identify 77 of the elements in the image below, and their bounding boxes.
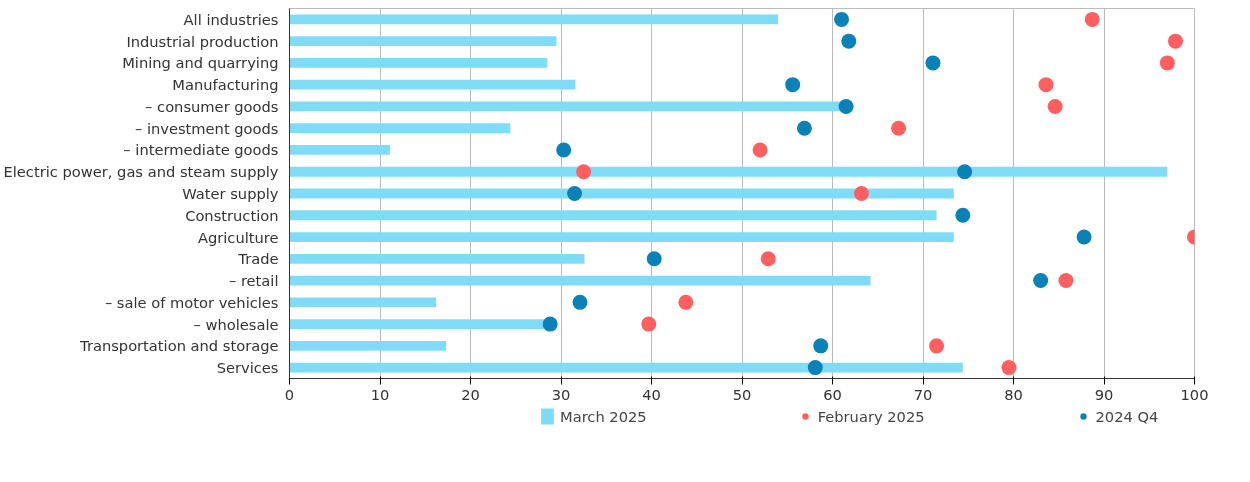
bar: [289, 232, 954, 242]
point: [841, 33, 857, 49]
bar: [289, 275, 871, 286]
point: [572, 294, 588, 310]
y-tick-label: Services: [216, 359, 279, 377]
x-tick-label: 90: [1094, 385, 1114, 403]
y-tick-label: Agriculture: [197, 228, 279, 246]
point: [576, 164, 592, 180]
point: [853, 186, 869, 201]
point: [955, 207, 971, 223]
y-tick-label: – retail: [228, 272, 279, 290]
point: [641, 316, 657, 332]
x-tick-label: 0: [284, 385, 295, 403]
x-tick-label: 80: [1004, 385, 1023, 403]
x-tick-label: 30: [551, 385, 571, 403]
y-tick-label: – sale of motor vehicles: [104, 293, 279, 311]
bar: [289, 340, 447, 351]
x-tick-label: 50: [732, 385, 752, 403]
bar: [289, 145, 390, 155]
point: [1047, 98, 1063, 114]
point: [834, 11, 850, 27]
x-tick-label: 40: [642, 385, 661, 403]
point: [796, 120, 812, 136]
y-tick-label: – investment goods: [134, 119, 279, 137]
x-tick-label: 60: [823, 385, 842, 403]
point: [1001, 360, 1017, 376]
point: [838, 98, 854, 114]
point: [957, 164, 973, 180]
bar: [289, 297, 437, 308]
bar: [289, 362, 963, 373]
x-tick-label: 10: [370, 385, 390, 403]
point: [556, 142, 572, 158]
bar: [289, 253, 585, 264]
y-tick-label: – intermediate goods: [123, 141, 279, 159]
point: [1076, 229, 1092, 245]
bar: [289, 14, 779, 25]
y-tick-label: Electric power, gas and steam supply: [3, 163, 279, 181]
y-tick-label: – consumer goods: [145, 97, 279, 115]
y-tick-label: Construction: [185, 206, 279, 224]
point: [542, 316, 558, 332]
y-tick-label: Water supply: [182, 185, 279, 202]
y-tick-label: Trade: [237, 250, 279, 268]
point: [929, 338, 945, 354]
bar: [289, 58, 548, 68]
bar: [289, 210, 937, 221]
legend-label: 2024 Q4: [1095, 407, 1159, 425]
bar: [289, 36, 557, 47]
point: [1058, 273, 1074, 289]
point: [1033, 273, 1049, 289]
y-tick-label: Mining and quarrying: [122, 54, 279, 72]
legend-label: February 2025: [817, 407, 925, 425]
point: [760, 251, 776, 267]
point: [807, 360, 823, 376]
x-tick-label: 70: [913, 385, 933, 403]
point: [567, 186, 583, 201]
point: [891, 120, 907, 136]
point: [1038, 77, 1054, 93]
point: [1084, 11, 1100, 27]
x-tick-label: 100: [1180, 385, 1209, 403]
point: [752, 142, 768, 158]
point: [925, 55, 941, 71]
y-tick-label: – wholesale: [193, 315, 279, 333]
y-tick-label: Transportation and storage: [79, 337, 279, 355]
y-tick-label: Manufacturing: [172, 76, 279, 94]
point: [678, 294, 694, 310]
bar: [289, 166, 1168, 177]
y-tick-label: Industrial production: [126, 32, 279, 50]
point: [813, 338, 829, 354]
y-tick-label: All industries: [183, 10, 279, 28]
point: [785, 77, 801, 93]
bar: [289, 79, 576, 90]
x-tick-label: 20: [461, 385, 480, 403]
point: [646, 251, 662, 267]
point: [1167, 33, 1183, 49]
point: [1159, 55, 1175, 71]
bar: [289, 123, 511, 134]
legend-label: March 2025: [560, 407, 647, 425]
